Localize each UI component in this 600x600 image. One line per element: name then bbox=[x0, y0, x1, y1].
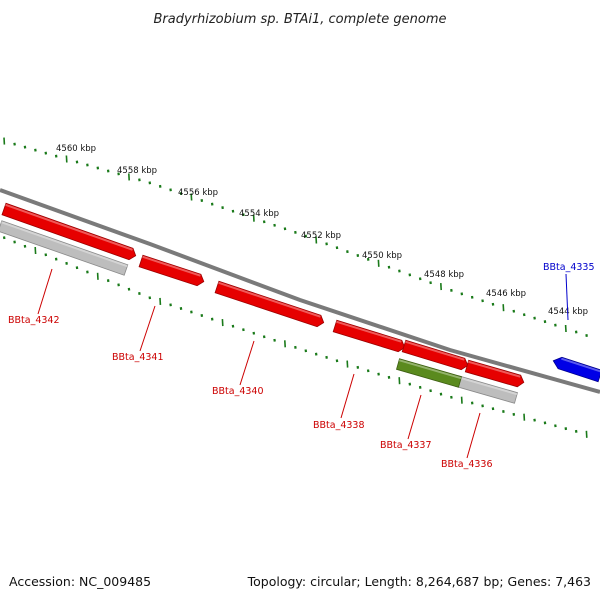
gene-label-BBta_4342[interactable]: BBta_4342 bbox=[8, 315, 60, 326]
pseudo-gene-block-highlight bbox=[0, 221, 128, 268]
gene-block-BBta_4335-highlight bbox=[561, 357, 600, 373]
gene-leader-line bbox=[407, 394, 422, 440]
gene-label-BBta_4335[interactable]: BBta_4335 bbox=[543, 262, 595, 273]
gene-block-extra-highlight bbox=[467, 360, 521, 378]
kbp-scale-labels: 4560 kbp 4558 kbp 4556 kbp 4554 kbp 4552 kbp… bbox=[56, 144, 588, 317]
gene-leader-line bbox=[239, 340, 255, 386]
kbp-label: 4546 kbp bbox=[486, 289, 526, 299]
gene-label-BBta_4340[interactable]: BBta_4340 bbox=[212, 386, 264, 397]
kbp-label: 4548 kbp bbox=[424, 270, 464, 280]
pseudo-gene-block[interactable] bbox=[0, 220, 129, 276]
gene-block-extra[interactable] bbox=[464, 359, 525, 388]
kbp-label: 4558 kbp bbox=[117, 166, 157, 176]
gene-block-BBta_4342-highlight bbox=[5, 203, 133, 251]
gene-block-BBta_4336-highlight bbox=[405, 340, 465, 361]
gene-label-BBta_4337[interactable]: BBta_4337 bbox=[380, 440, 432, 451]
gene-block-BBta_4336[interactable] bbox=[401, 339, 469, 371]
accession-text: Accession: NC_009485 bbox=[9, 574, 151, 589]
gene-block-BBta_4340-highlight bbox=[218, 281, 321, 318]
outer-tick-ring bbox=[3, 137, 588, 337]
topology-text: Topology: circular; Length: 8,264,687 bp… bbox=[247, 574, 591, 589]
gene-block-BBta_4337-highlight bbox=[398, 359, 462, 380]
gene-block-BBta_4337[interactable] bbox=[396, 358, 462, 388]
gene-block-BBta_4340[interactable] bbox=[214, 280, 325, 328]
gene-leader-line bbox=[340, 373, 355, 419]
kbp-label: 4556 kbp bbox=[178, 188, 218, 198]
gene-leader-line bbox=[466, 412, 481, 459]
gene-block-BBta_4342[interactable] bbox=[1, 202, 137, 261]
gene-block-BBta_4335[interactable] bbox=[552, 356, 600, 383]
gene-track bbox=[0, 202, 600, 404]
gene-block-BBta_4341-highlight bbox=[142, 255, 201, 277]
kbp-label: 4552 kbp bbox=[301, 231, 341, 241]
gene-label-BBta_4336[interactable]: BBta_4336 bbox=[441, 459, 493, 470]
kbp-label: 4554 kbp bbox=[239, 209, 279, 219]
gene-labels: BBta_4342 BBta_4341 BBta_4340 BBta_4338 BBta… bbox=[8, 262, 595, 470]
gene-leader-line bbox=[37, 268, 53, 315]
pseudo-gene-block-highlight bbox=[457, 376, 518, 396]
gene-leader-line bbox=[139, 305, 156, 352]
gene-block-BBta_4341[interactable] bbox=[138, 254, 205, 287]
gene-label-BBta_4341[interactable]: BBta_4341 bbox=[112, 352, 164, 363]
gene-label-BBta_4338[interactable]: BBta_4338 bbox=[313, 420, 365, 431]
genome-backbone bbox=[0, 188, 600, 394]
map-title: Bradyrhizobium sp. BTAi1, complete genom… bbox=[153, 12, 446, 27]
gene-block-BBta_4338-highlight bbox=[336, 320, 402, 343]
gene-block-BBta_4338[interactable] bbox=[332, 319, 406, 353]
kbp-label: 4560 kbp bbox=[56, 144, 96, 154]
inner-tick-ring bbox=[2, 236, 588, 438]
gene-leader-line bbox=[565, 273, 569, 321]
kbp-label: 4550 kbp bbox=[362, 251, 402, 261]
